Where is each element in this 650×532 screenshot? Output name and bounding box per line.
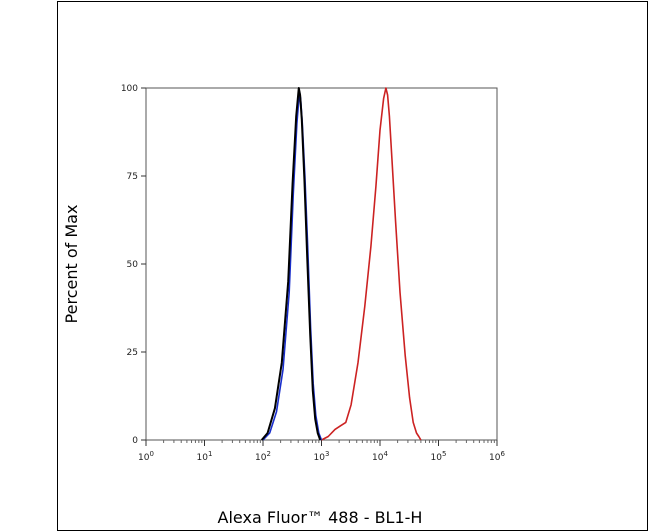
y-tick-label: 100 xyxy=(121,84,138,94)
y-tick-label: 75 xyxy=(127,172,138,182)
y-tick-label: 25 xyxy=(127,348,138,358)
x-tick-label: 100 xyxy=(138,450,154,463)
x-tick-label: 104 xyxy=(372,450,388,463)
x-axis-label: Alexa Fluor™ 488 - BL1-H xyxy=(218,508,423,527)
series-line-1 xyxy=(321,87,422,441)
y-axis-label: Percent of Max xyxy=(62,205,81,324)
x-tick-label: 105 xyxy=(431,450,447,463)
outer-frame xyxy=(57,1,648,531)
y-tick-label: 0 xyxy=(132,436,138,446)
y-tick-label: 50 xyxy=(127,260,139,270)
series-line-3 xyxy=(260,87,322,441)
x-tick-label: 106 xyxy=(489,450,505,463)
x-tick-label: 102 xyxy=(255,450,271,463)
x-tick-label: 103 xyxy=(314,450,330,463)
x-tick-label: 101 xyxy=(197,450,213,463)
